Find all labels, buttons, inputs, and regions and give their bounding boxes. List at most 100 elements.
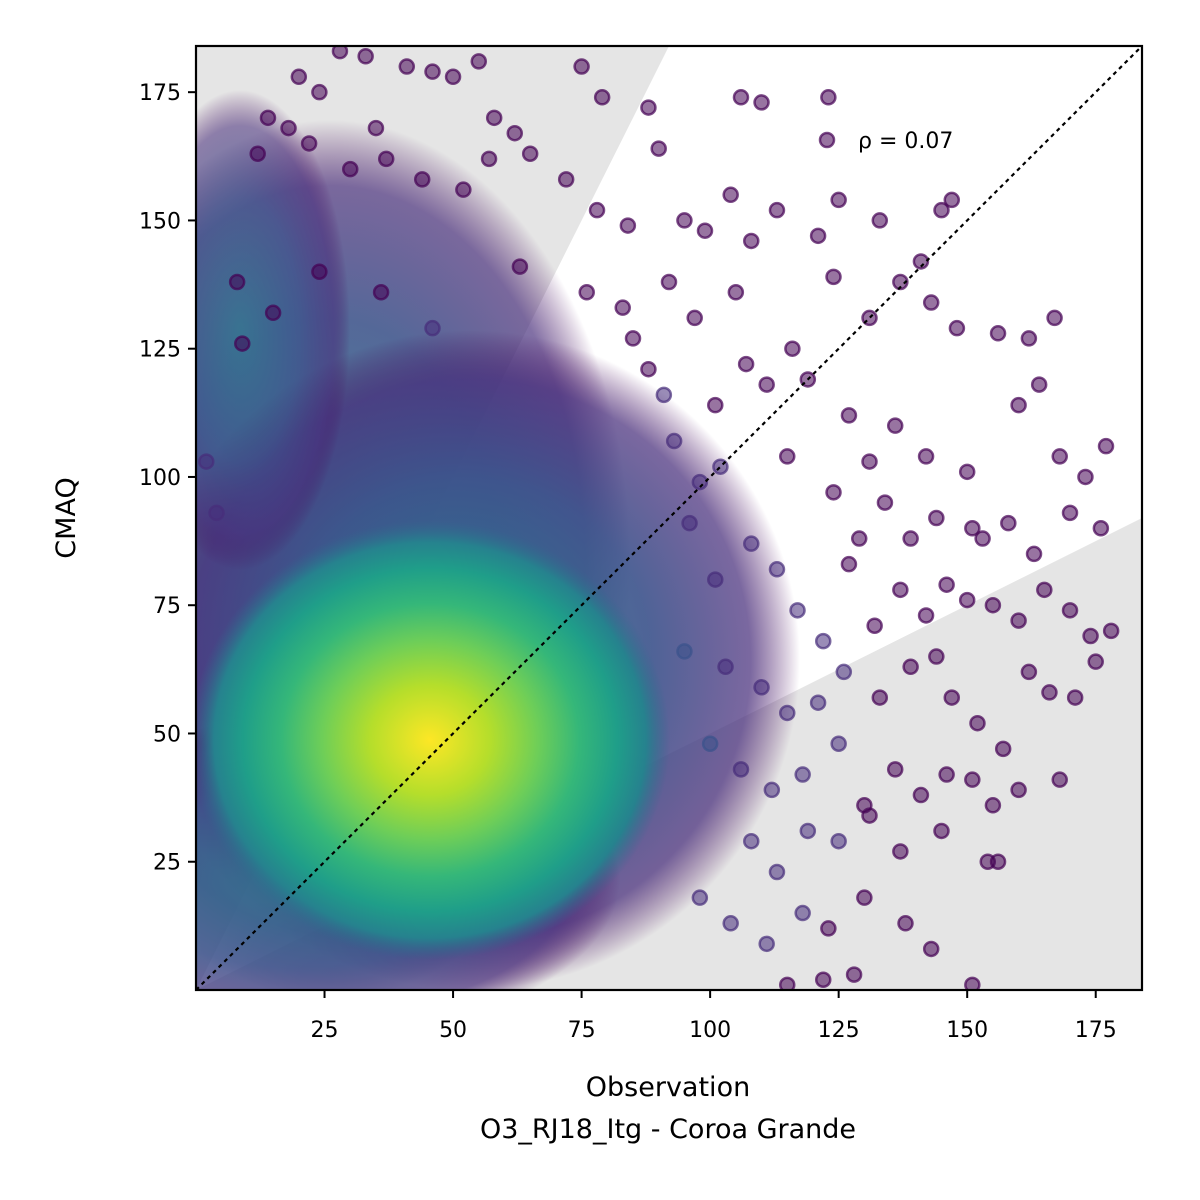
data-point: [912, 786, 930, 804]
data-point: [722, 915, 739, 932]
data-point: [830, 191, 847, 209]
data-point: [964, 520, 981, 537]
data-point: [470, 53, 488, 70]
data-point: [809, 227, 827, 245]
data-point: [820, 89, 837, 106]
data-point: [994, 740, 1012, 758]
data-point: [1025, 545, 1043, 563]
data-point: [779, 448, 796, 465]
data-point: [938, 766, 955, 783]
data-point: [1010, 612, 1027, 629]
data-point: [655, 386, 673, 404]
data-point: [892, 581, 909, 599]
data-point: [372, 284, 390, 301]
data-point: [300, 135, 318, 152]
data-point: [814, 971, 832, 988]
data-point: [958, 591, 976, 609]
data-point: [886, 761, 904, 778]
data-point: [922, 294, 940, 311]
data-point: [264, 304, 282, 322]
data-points: [198, 46, 1120, 990]
data-point: [650, 140, 667, 157]
data-point: [660, 273, 678, 291]
data-point: [866, 617, 883, 634]
x-tick-label: 175: [1075, 1018, 1117, 1043]
data-point: [341, 160, 359, 178]
data-point: [1041, 684, 1058, 701]
data-point: [989, 325, 1007, 342]
data-point: [989, 853, 1007, 870]
data-point: [897, 915, 914, 932]
data-point: [943, 689, 961, 706]
data-point: [249, 145, 266, 162]
data-point: [511, 258, 529, 275]
data-point: [1046, 309, 1063, 327]
data-point: [861, 453, 878, 470]
data-point: [676, 643, 693, 660]
data-point: [830, 735, 847, 752]
data-point: [1102, 622, 1120, 640]
data-point: [691, 889, 709, 906]
x-tick-label: 75: [568, 1018, 596, 1043]
chart-subtitle: O3_RJ18_Itg - Coroa Grande: [480, 1114, 856, 1145]
data-point: [506, 124, 524, 142]
data-point: [1020, 663, 1038, 681]
data-point: [753, 679, 770, 696]
data-point: [871, 212, 889, 229]
data-point: [969, 714, 986, 732]
data-point: [696, 222, 714, 239]
data-point: [928, 509, 945, 527]
y-tick-label: 100: [139, 466, 181, 491]
data-point: [1077, 468, 1094, 486]
data-point: [578, 284, 595, 301]
data-point: [779, 704, 796, 722]
data-point: [1020, 330, 1038, 347]
data-point: [737, 355, 755, 373]
data-point: [259, 109, 277, 127]
x-axis-ticks: 25 50 75 100 125 150 175: [311, 990, 1117, 1043]
data-point: [1010, 396, 1027, 414]
data-point: [892, 843, 909, 860]
data-point: [727, 284, 745, 301]
x-tick-label: 25: [311, 1018, 339, 1043]
data-point: [830, 832, 847, 850]
data-point: [455, 181, 472, 198]
data-point: [665, 432, 683, 450]
data-point: [743, 832, 760, 850]
data-point: [743, 232, 760, 250]
data-point: [1036, 581, 1053, 599]
x-axis-title: Observation: [586, 1072, 750, 1103]
x-tick-label: 150: [946, 1018, 988, 1043]
data-point: [234, 335, 251, 352]
data-point: [974, 530, 991, 547]
data-point: [619, 217, 637, 234]
data-point: [732, 89, 750, 106]
data-point: [856, 889, 873, 906]
data-point: [614, 299, 631, 316]
y-tick-label: 25: [153, 851, 181, 876]
data-point: [984, 797, 1002, 814]
plot-area: [196, 46, 1142, 990]
data-point: [917, 607, 935, 624]
data-point: [588, 201, 606, 219]
data-point: [311, 83, 328, 101]
data-point: [228, 273, 246, 291]
data-point: [964, 976, 981, 990]
data-point: [357, 48, 374, 65]
data-point: [933, 201, 950, 219]
data-point: [593, 89, 611, 106]
legend: ρ = 0.07: [818, 129, 953, 154]
data-point: [820, 920, 837, 937]
data-point: [681, 514, 698, 532]
data-point: [779, 976, 796, 990]
data-point: [799, 822, 817, 840]
data-point: [1000, 514, 1017, 532]
data-point: [840, 407, 858, 424]
x-tick-label: 100: [689, 1018, 731, 1043]
one-to-one-reference-line: [196, 46, 1142, 990]
data-point: [789, 602, 806, 619]
data-point: [892, 273, 909, 291]
data-point: [1051, 771, 1068, 788]
data-point: [768, 863, 786, 881]
data-point: [521, 145, 539, 162]
